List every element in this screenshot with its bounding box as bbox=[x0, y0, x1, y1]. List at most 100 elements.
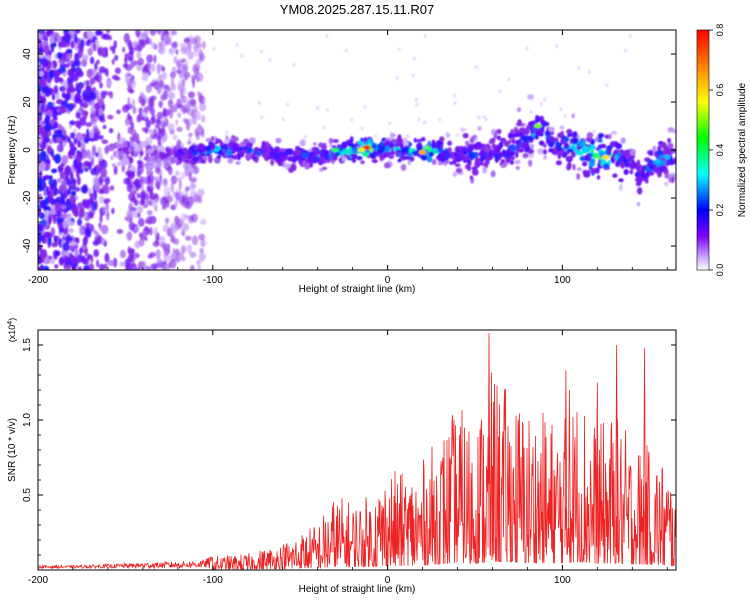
heatmap-noise-cell bbox=[124, 117, 130, 126]
heatmap-signal-cell bbox=[542, 149, 548, 155]
heatmap-noise-cell bbox=[100, 90, 106, 100]
heatmap-noise-cell bbox=[147, 70, 152, 76]
heatmap-noise-cell bbox=[145, 84, 152, 93]
heatmap-noise-cell bbox=[136, 50, 142, 59]
heatmap-noise-cell bbox=[260, 49, 263, 54]
snr-peak bbox=[564, 370, 568, 556]
heatmap-signal-cell bbox=[484, 160, 490, 165]
heatmap-noise-cell bbox=[129, 46, 135, 55]
heatmap-signal-cell bbox=[538, 140, 545, 146]
snr-peak bbox=[487, 332, 491, 556]
heatmap-noise-cell bbox=[163, 186, 171, 194]
heatmap-noise-cell bbox=[199, 253, 205, 262]
heatmap-signal-cell bbox=[474, 151, 479, 159]
heatmap-noise-cell bbox=[135, 30, 141, 38]
heatmap-signal-cell bbox=[122, 141, 126, 148]
heatmap-signal-cell bbox=[285, 148, 293, 155]
heatmap-signal-cell bbox=[400, 143, 404, 149]
heatmap-noise-cell bbox=[84, 111, 89, 116]
heatmap-signal-cell bbox=[296, 149, 301, 156]
colorbar: 0.0 0.2 0.4 0.6 0.8 Normalized spectral ampl… bbox=[696, 24, 748, 276]
heatmap-peak-cell bbox=[418, 150, 427, 155]
heatmap-noise-cell bbox=[131, 79, 137, 89]
heatmap-noise-cell bbox=[77, 140, 82, 148]
heatmap-noise-cell bbox=[153, 54, 157, 64]
heatmap-noise-cell bbox=[105, 202, 110, 212]
heatmap-signal-cell bbox=[235, 161, 241, 165]
heatmap-signal-cell bbox=[240, 149, 247, 154]
heatmap-signal-cell bbox=[527, 94, 534, 100]
heatmap-signal-cell bbox=[666, 147, 671, 154]
heatmap-signal-cell bbox=[177, 156, 183, 162]
heatmap-noise-cell bbox=[54, 153, 62, 164]
heatmap-noise-cell bbox=[577, 66, 581, 71]
heatmap-noise-cell bbox=[187, 50, 194, 60]
chart-title: YM08.2025.287.15.11.R07 bbox=[280, 2, 434, 17]
heatmap-noise-cell bbox=[157, 30, 164, 35]
y-tick-label: 0.5 bbox=[22, 488, 33, 502]
heatmap-noise-cell bbox=[69, 245, 74, 251]
x-tick-label: -200 bbox=[28, 275, 48, 286]
heatmap-noise-cell bbox=[102, 206, 106, 214]
heatmap-signal-cell bbox=[620, 137, 626, 144]
heatmap-noise-cell bbox=[140, 38, 147, 47]
heatmap-signal-cell bbox=[200, 144, 204, 151]
heatmap-signal-cell bbox=[220, 145, 226, 150]
heatmap-noise-cell bbox=[127, 97, 131, 106]
heatmap-noise-cell bbox=[170, 83, 177, 91]
heatmap-noise-cell bbox=[69, 171, 74, 181]
heatmap-noise-cell bbox=[191, 213, 199, 223]
heatmap-noise-cell bbox=[89, 91, 97, 101]
heatmap-noise-cell bbox=[61, 213, 68, 219]
heatmap-noise-cell bbox=[93, 43, 96, 50]
heatmap-signal-cell bbox=[193, 146, 199, 150]
heatmap-noise-cell bbox=[83, 160, 90, 167]
heatmap-noise-cell bbox=[162, 107, 167, 118]
heatmap-noise-cell bbox=[64, 190, 68, 199]
heatmap-noise-cell bbox=[79, 99, 84, 108]
heatmap-noise-cell bbox=[89, 78, 94, 85]
heatmap-noise-cell bbox=[155, 240, 159, 246]
heatmap-signal-cell bbox=[397, 158, 402, 163]
heatmap-noise-cell bbox=[125, 103, 133, 110]
heatmap-noise-cell bbox=[61, 249, 66, 258]
heatmap-signal-cell bbox=[389, 143, 395, 149]
heatmap-peak-cell bbox=[602, 155, 611, 160]
heatmap-noise-cell bbox=[43, 44, 50, 55]
heatmap-noise-cell bbox=[172, 134, 178, 141]
heatmap-noise-cell bbox=[139, 233, 146, 241]
heatmap-signal-cell bbox=[248, 137, 256, 144]
heatmap-signal-cell bbox=[379, 141, 384, 149]
heatmap-signal-cell bbox=[660, 159, 666, 167]
heatmap-noise-cell bbox=[160, 127, 166, 137]
heatmap-signal-cell bbox=[156, 157, 161, 165]
snr-y-axis: 0.5 1.0 1.5 bbox=[22, 338, 676, 556]
heatmap-signal-cell bbox=[287, 156, 294, 162]
heatmap-signal-cell bbox=[522, 137, 529, 143]
heatmap-signal-cell bbox=[288, 167, 294, 173]
snr-panel: -200 -100 0 100 0.5 1.0 1.5 Height of straigh… bbox=[7, 318, 677, 595]
snr-x-label: Height of straight line (km) bbox=[299, 584, 416, 595]
heatmap-signal-cell bbox=[583, 173, 591, 178]
heatmap-signal-cell bbox=[510, 129, 514, 135]
heatmap-noise-cell bbox=[175, 119, 179, 126]
heatmap-noise-cell bbox=[79, 225, 84, 236]
heatmap-signal-cell bbox=[122, 156, 128, 161]
heatmap-noise-cell bbox=[130, 61, 137, 67]
heatmap-noise-cell bbox=[197, 188, 205, 197]
heatmap-noise-cell bbox=[89, 129, 94, 139]
heatmap-noise-cell bbox=[198, 233, 206, 241]
heatmap-signal-cell bbox=[184, 159, 191, 164]
heatmap-noise-cell bbox=[93, 249, 100, 258]
heatmap-signal-cell bbox=[522, 153, 529, 159]
heatmap-noise-cell bbox=[56, 129, 63, 135]
heatmap-signal-cell bbox=[452, 158, 457, 165]
heatmap-noise-cell bbox=[235, 43, 239, 47]
heatmap-noise-cell bbox=[62, 141, 66, 148]
heatmap-signal-cell bbox=[323, 142, 327, 150]
heatmap-signal-cell bbox=[346, 149, 352, 156]
heatmap-noise-cell bbox=[83, 80, 87, 86]
heatmap-noise-cell bbox=[83, 186, 87, 192]
heatmap-noise-cell bbox=[85, 85, 91, 92]
